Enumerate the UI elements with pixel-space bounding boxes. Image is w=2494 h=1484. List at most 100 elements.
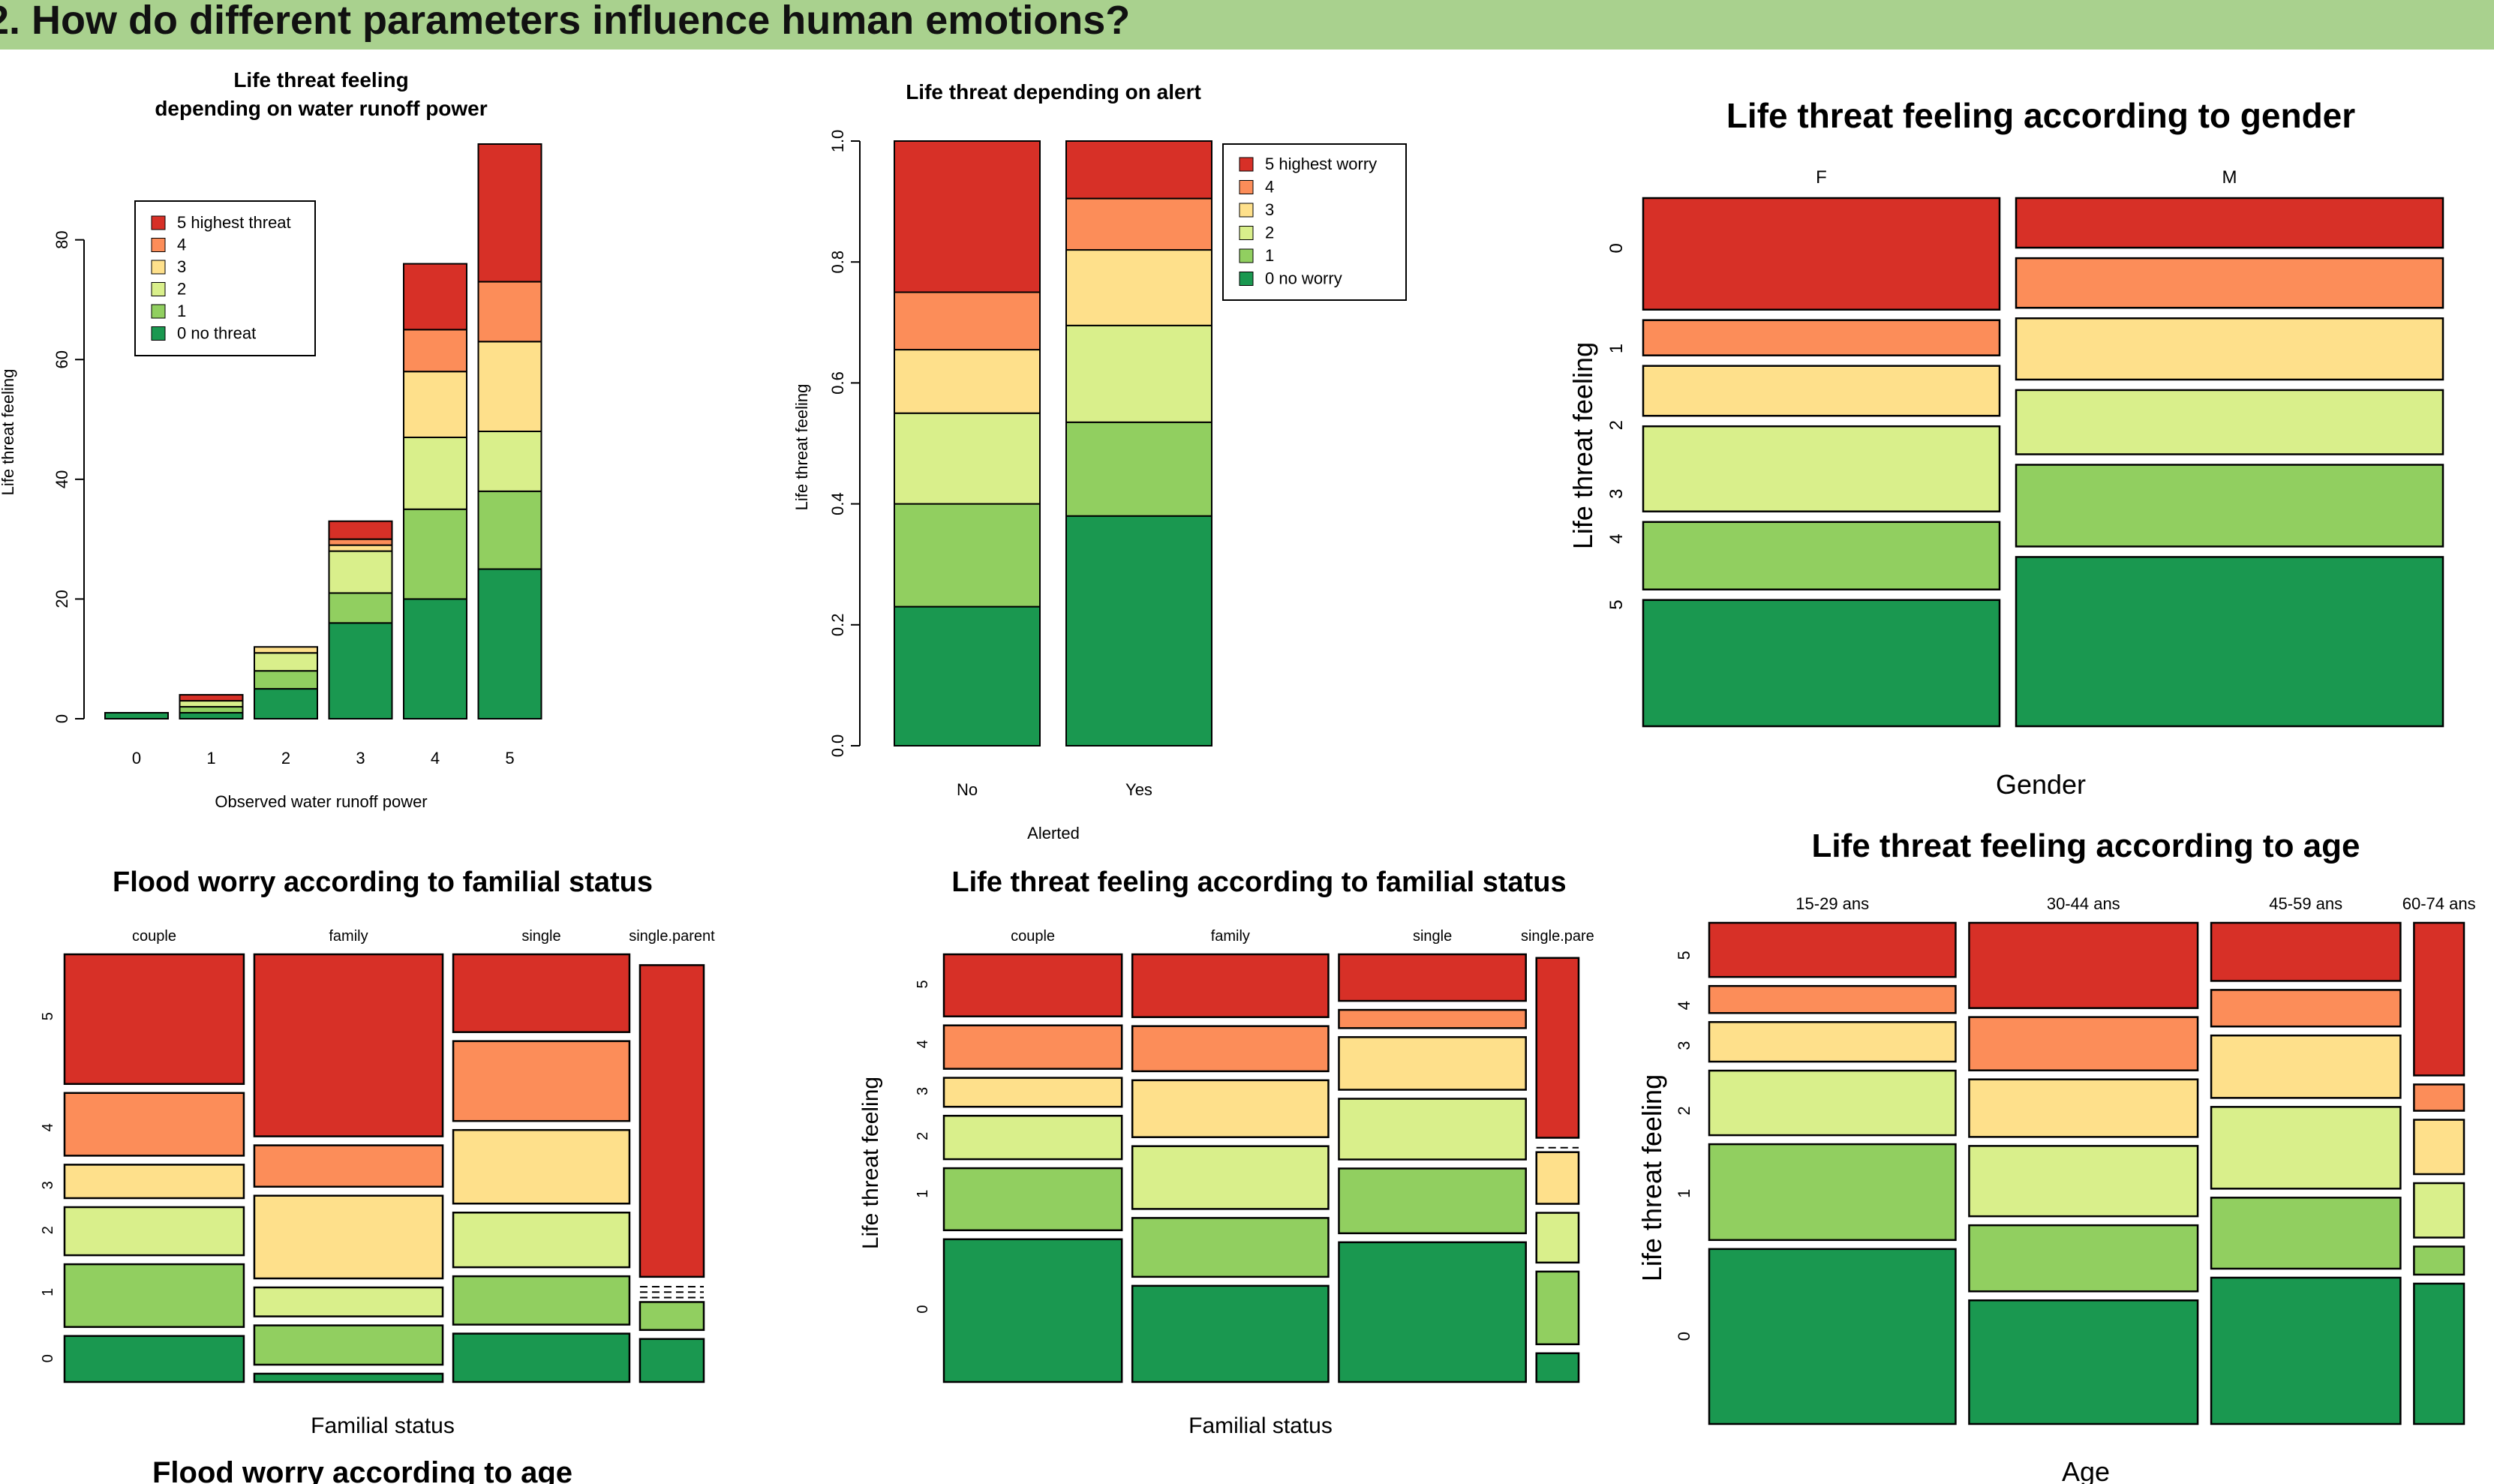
bar-segment <box>328 550 393 594</box>
footer-chart-title-text: Flood worry according to age <box>152 1456 572 1484</box>
y-tick-label: 0 <box>53 714 71 723</box>
mosaic-cell <box>452 953 631 1033</box>
mosaic-cell <box>1642 365 2001 417</box>
bar-segment <box>403 436 467 510</box>
row-label: 1 <box>1675 1189 1693 1198</box>
x-axis-label: Observed water runoff power <box>215 792 427 811</box>
legend-swatch <box>151 304 166 319</box>
chart-title: Life threat feeling according to gender <box>1726 96 2355 135</box>
bar-segment <box>403 371 467 438</box>
bar-segment <box>1065 249 1212 326</box>
mosaic-cell <box>1708 1248 1957 1425</box>
category-label: single.pare <box>1521 928 1594 945</box>
legend-label: 2 <box>177 280 186 299</box>
mosaic-cell <box>1131 953 1330 1018</box>
mosaic-cell <box>1535 1352 1580 1383</box>
mosaic-cell <box>1642 599 2001 728</box>
legend-swatch <box>1239 248 1254 263</box>
row-label: 3 <box>915 1087 931 1095</box>
mosaic-cell <box>1535 1270 1580 1345</box>
mosaic-cell <box>63 1206 245 1257</box>
row-label: 3 <box>1606 489 1627 499</box>
y-axis-label: Life threat feeling <box>0 369 17 496</box>
bar-segment <box>328 592 393 624</box>
legend-swatch <box>151 215 166 230</box>
chart-worry-familial: Flood worry according to familial status… <box>40 867 715 1438</box>
mosaic-cell <box>1338 1098 1527 1161</box>
mosaic-cell <box>2210 1276 2402 1425</box>
y-tick-label: 0.4 <box>828 492 847 515</box>
category-label: family <box>329 928 368 945</box>
y-tick-label: 0.8 <box>828 251 847 274</box>
category-label: 60-74 ans <box>2402 894 2476 913</box>
row-label: 0 <box>1606 243 1627 253</box>
bar-segment <box>894 291 1041 351</box>
mosaic-cell <box>2210 921 2402 982</box>
mosaic-cell <box>2413 1182 2465 1239</box>
category-label: family <box>1211 928 1250 945</box>
bar-segment <box>403 508 467 600</box>
bar-segment <box>403 263 467 331</box>
mosaic-cell <box>63 1263 245 1328</box>
bar-segment <box>1065 515 1212 747</box>
legend-label: 5 highest threat <box>177 213 291 232</box>
legend-label: 2 <box>1265 224 1274 242</box>
mosaic-cell <box>1642 197 2001 311</box>
mosaic-cell <box>1131 1025 1330 1073</box>
y-axis-label: Life threat feeling <box>858 1077 883 1249</box>
chart-threat-familial: Life threat feeling according to familia… <box>858 867 1594 1438</box>
mosaic-cell <box>639 1301 705 1331</box>
mosaic-cell <box>452 1275 631 1326</box>
row-label: 2 <box>1675 1106 1693 1115</box>
section-header: 2. How do different parameters influence… <box>0 0 2494 50</box>
legend-label: 4 <box>177 236 186 254</box>
bar-segment <box>894 140 1041 293</box>
bar-segment <box>179 700 244 708</box>
chart-title: Life threat depending on alert <box>906 80 1201 104</box>
mosaic-cell <box>2413 1282 2465 1425</box>
mosaic-cell <box>1968 921 2199 1009</box>
mosaic-cell <box>1968 1224 2199 1293</box>
mosaic-cell <box>2015 464 2444 548</box>
legend-label: 1 <box>177 302 186 320</box>
row-label: 3 <box>40 1181 56 1189</box>
legend-swatch <box>151 260 166 275</box>
category-label: single <box>521 928 560 945</box>
row-label: 2 <box>1606 420 1627 430</box>
bar-segment <box>1065 140 1212 200</box>
x-tick-label: 1 <box>206 749 215 768</box>
bar-segment <box>328 544 393 552</box>
row-label: 5 <box>1675 951 1693 960</box>
mosaic-cell <box>1708 1069 1957 1137</box>
mosaic-cell <box>2015 257 2444 309</box>
y-tick-label: 60 <box>53 350 71 368</box>
legend-label: 0 no threat <box>177 324 256 343</box>
bar-segment <box>179 706 244 714</box>
mosaic-cell <box>253 1286 444 1317</box>
bar-segment <box>894 503 1041 608</box>
bar-segment <box>179 694 244 702</box>
row-label: 4 <box>1675 1001 1693 1010</box>
legend-label: 3 <box>1265 200 1274 219</box>
bar-segment <box>894 412 1041 505</box>
mosaic-cell <box>1338 1036 1527 1091</box>
mosaic-cell <box>2210 989 2402 1028</box>
row-label: 2 <box>915 1132 931 1140</box>
x-axis-label: Age <box>2062 1456 2110 1484</box>
y-tick-label: 0.0 <box>828 734 847 758</box>
row-label: 5 <box>1606 599 1627 609</box>
x-tick-label: 4 <box>431 749 440 768</box>
row-label: 0 <box>915 1305 931 1314</box>
category-label: 15-29 ans <box>1795 894 1869 913</box>
mosaic-cell <box>1968 1016 2199 1071</box>
bar-segment <box>477 341 542 432</box>
mosaic-cell <box>1535 1212 1580 1264</box>
mosaic-cell <box>2413 921 2465 1077</box>
row-label: 1 <box>915 1190 931 1198</box>
mosaic-cell <box>639 964 705 1278</box>
mosaic-cell <box>1708 1021 1957 1063</box>
footer-chart-title: Flood worry according to age <box>152 1456 572 1484</box>
bar-segment <box>477 431 542 492</box>
bar-segment <box>254 670 318 690</box>
chart-title: Life threat feeling according to age <box>1811 828 2360 864</box>
